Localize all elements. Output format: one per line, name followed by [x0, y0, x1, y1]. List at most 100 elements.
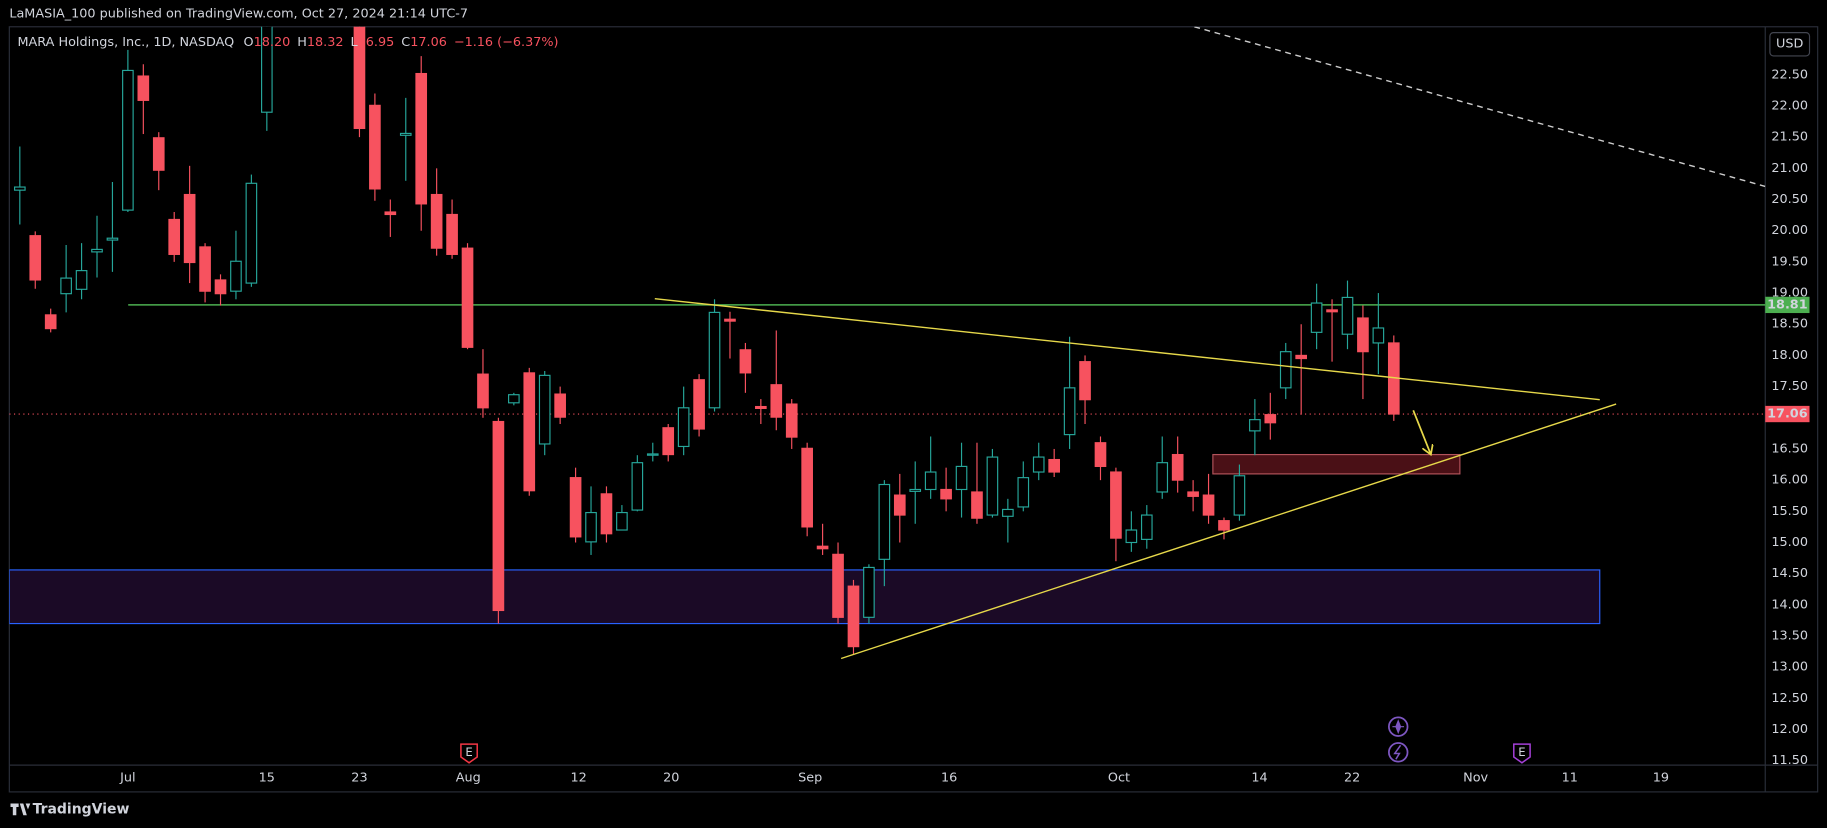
zone	[1212, 453, 1461, 475]
x-tick-label: 20	[663, 770, 679, 785]
candle-body	[75, 270, 88, 290]
candle-body	[60, 277, 72, 295]
candle-body	[1233, 475, 1246, 516]
y-tick-label: 15.00	[1771, 535, 1808, 550]
x-tick-label: 22	[1344, 770, 1360, 785]
candle-body	[816, 545, 829, 550]
candle-body	[1187, 491, 1199, 497]
x-tick-label: 11	[1562, 770, 1578, 785]
event-marker	[460, 743, 478, 764]
candle-body	[230, 260, 242, 292]
candle-body	[1094, 442, 1107, 467]
level-tag-label: 18.81	[1767, 297, 1808, 312]
candle-body	[724, 318, 736, 322]
y-tick-label: 22.50	[1771, 67, 1808, 82]
candle-body	[554, 393, 566, 418]
x-tick-label: 12	[571, 770, 587, 785]
candle-body	[1357, 317, 1369, 353]
candle-body	[399, 132, 412, 136]
candle-body	[785, 403, 798, 438]
legend-key: C	[401, 34, 410, 49]
candle-body	[1249, 419, 1261, 432]
candle-body	[909, 488, 922, 492]
candle-body	[646, 453, 659, 456]
candle-body	[245, 182, 258, 284]
split-icon[interactable]	[1388, 742, 1409, 763]
candle-body	[755, 405, 767, 410]
news-icon[interactable]	[1388, 716, 1409, 737]
x-tick-label: Jul	[119, 770, 135, 785]
candle-body	[1110, 471, 1122, 539]
brand-logo	[10, 803, 31, 816]
candle-body	[677, 407, 690, 448]
candle-body	[863, 566, 875, 618]
legend-value: 17.06	[410, 34, 447, 49]
y-tick-label: 14.00	[1771, 597, 1808, 612]
y-tick-label: 14.50	[1771, 566, 1808, 581]
x-tick-label: 14	[1251, 770, 1267, 785]
trend-line	[840, 403, 1617, 660]
candle-body	[1171, 453, 1184, 481]
legend-key: L	[351, 34, 359, 49]
candle-body	[1202, 494, 1215, 516]
legend-key: O	[244, 34, 254, 49]
plot-area	[9, 26, 1766, 660]
event-marker	[1513, 743, 1531, 764]
candle-body	[832, 553, 844, 618]
candle-body	[770, 384, 783, 418]
zone	[9, 569, 1601, 625]
y-tick-label: 17.50	[1771, 379, 1808, 394]
y-tick-label: 12.00	[1771, 722, 1808, 737]
candle-body	[369, 104, 381, 190]
x-tick-label: 19	[1653, 770, 1669, 785]
arrow	[1412, 409, 1431, 454]
candle-body	[940, 488, 952, 500]
split-icon-glyph	[1393, 744, 1402, 760]
event-label: E	[465, 745, 472, 759]
trend-line	[654, 297, 1600, 401]
candle-body	[29, 235, 42, 281]
candle-body	[585, 511, 597, 543]
y-tick-label: 22.00	[1771, 98, 1808, 113]
candle-body	[137, 75, 150, 101]
candle-body	[1156, 462, 1169, 493]
brand-name: TradingView	[33, 801, 130, 817]
x-tick-label: 16	[941, 770, 957, 785]
candle-body	[44, 314, 57, 330]
y-tick-label: 16.50	[1771, 441, 1808, 456]
legend-change: −1.16 (−6.37%)	[454, 34, 559, 49]
candle-body	[1002, 508, 1014, 517]
x-tick-label: 15	[259, 770, 275, 785]
legend-value: 18.20	[254, 34, 291, 49]
candle-body	[600, 493, 613, 535]
candle-body	[1125, 529, 1138, 544]
candle-body	[1218, 520, 1230, 531]
candle-body	[955, 465, 968, 491]
candle-body	[1310, 302, 1323, 333]
candle-body	[461, 247, 474, 348]
currency-button[interactable]	[1769, 32, 1811, 57]
trend-line	[1194, 26, 1766, 188]
legend-value: 18.32	[307, 34, 344, 49]
candle-body	[91, 248, 103, 253]
candle-body	[1048, 458, 1060, 473]
last-price-tag	[1765, 405, 1810, 423]
candle-body	[168, 218, 181, 255]
currency-label[interactable]: USD	[1776, 37, 1803, 52]
candle-body	[1279, 351, 1292, 389]
candle-body	[1341, 296, 1354, 335]
candle-body	[1264, 414, 1277, 424]
candle-body	[152, 137, 165, 171]
candle-body	[924, 471, 937, 491]
candle-body	[986, 456, 999, 516]
candle-body	[353, 26, 366, 130]
candle-body	[261, 26, 273, 113]
candle-body	[569, 477, 582, 538]
symbol-legend: MARA Holdings, Inc., 1D, NASDAQ O18.20 H18…	[17, 34, 558, 49]
brand: TradingView	[10, 801, 130, 817]
y-tick-label: 11.50	[1771, 753, 1808, 768]
x-tick-label: Sep	[798, 770, 822, 785]
candle-body	[708, 311, 721, 409]
x-tick-label: Oct	[1108, 770, 1130, 785]
chart-frame	[8, 26, 1819, 793]
